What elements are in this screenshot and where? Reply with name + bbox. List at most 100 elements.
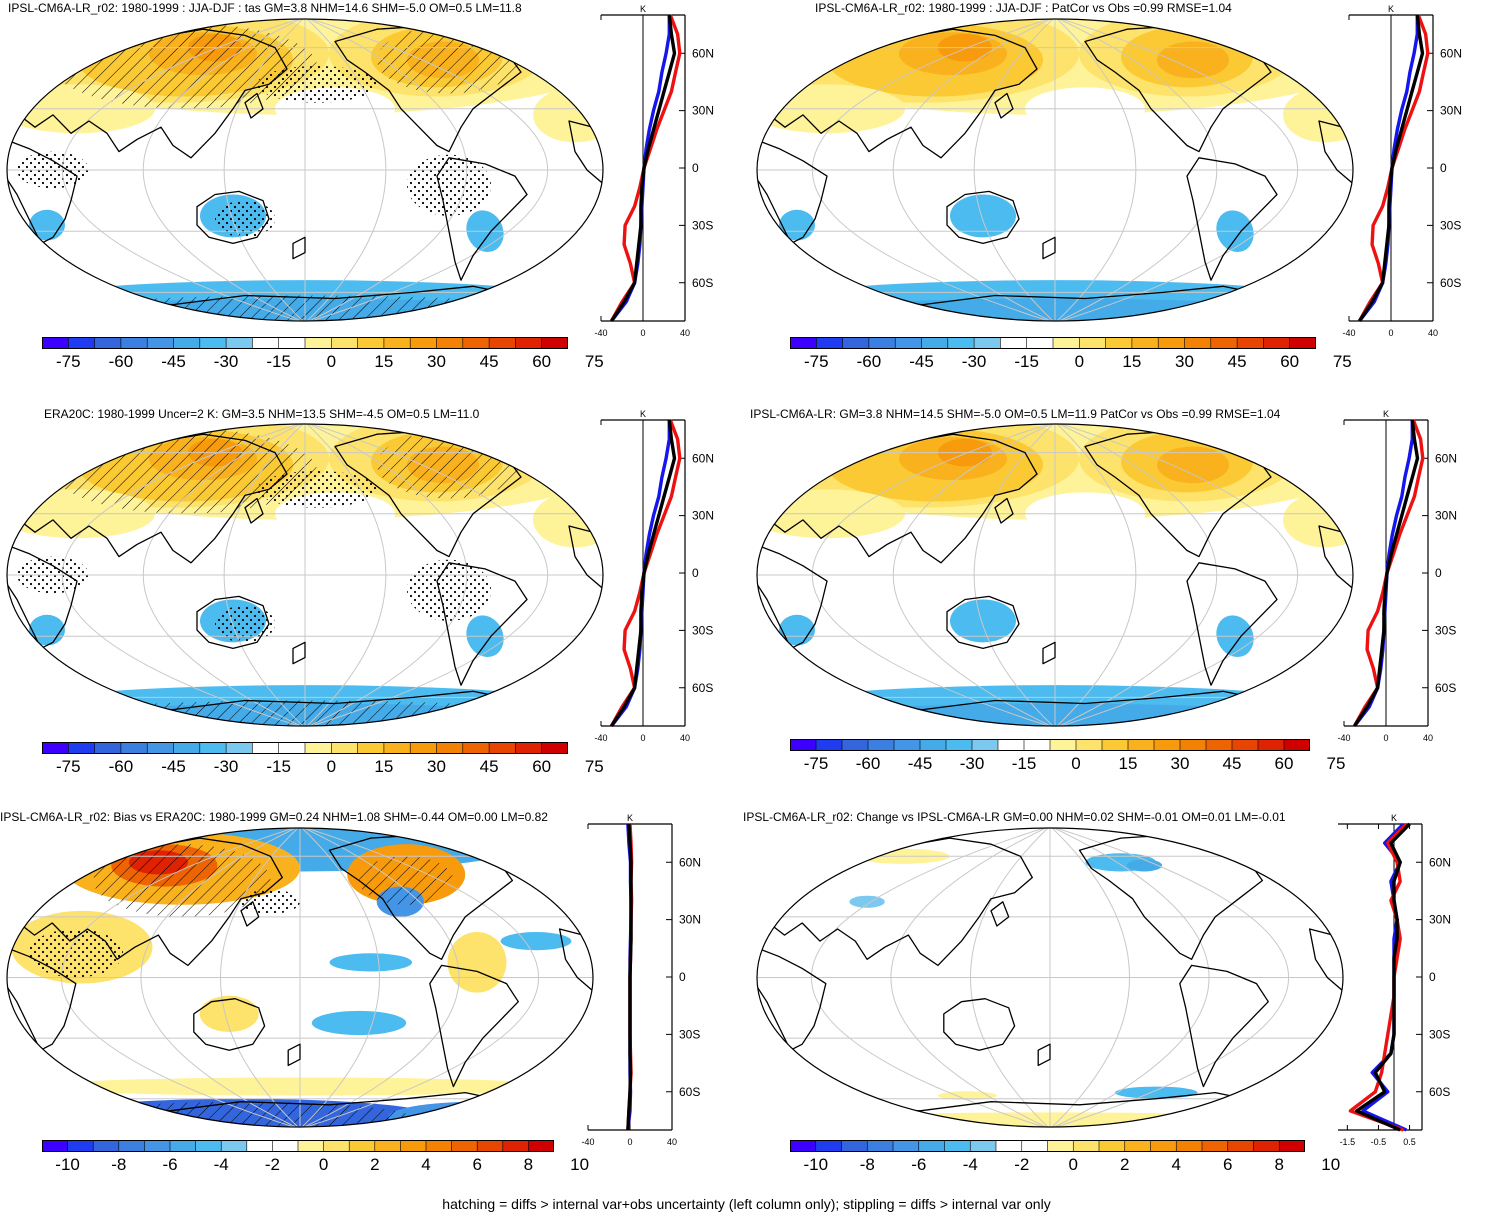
y-tick-label: 30S — [1440, 218, 1461, 232]
world-map — [6, 423, 604, 727]
hatching-region — [93, 844, 271, 917]
x-tick-label: -40 — [1342, 328, 1355, 338]
y-tick-label: 30N — [1435, 509, 1457, 523]
south-america-outline — [1186, 562, 1278, 686]
australia-outline — [196, 595, 270, 650]
stippling-region — [215, 200, 275, 238]
colorbar-swatch — [383, 337, 411, 349]
colorbar-swatch — [895, 337, 922, 349]
colorbar-tick-label: -8 — [859, 1155, 875, 1174]
colorbar-tick-label: -6 — [911, 1155, 927, 1174]
colorbar-tick-label: 0 — [1068, 1155, 1078, 1174]
colorbar-tick-label: 45 — [1222, 754, 1242, 773]
colorbar-labels: -75 -60 -45 -30 -15 0 15 30 45 60 75 — [790, 352, 1352, 374]
map-border — [6, 423, 604, 727]
y-tick-label: 30S — [692, 623, 713, 637]
x-tick-label: 0 — [640, 328, 645, 338]
colorbar-tick-label: 30 — [1175, 352, 1194, 371]
new-zealand-outline — [1042, 236, 1056, 260]
hatching-region — [377, 26, 521, 94]
south-america-outline — [436, 562, 528, 686]
world-map — [756, 827, 1344, 1128]
colorbar-tick-label: -60 — [108, 352, 134, 371]
colorbar-tick-label: -8 — [111, 1155, 127, 1174]
colorbar-swatch — [489, 337, 516, 349]
japan-outline — [240, 901, 260, 927]
unit-label: K — [1391, 813, 1397, 823]
stippling-region — [407, 154, 491, 216]
colorbar-swatch — [1227, 1140, 1254, 1152]
map-border — [6, 18, 604, 322]
meridian-gridline — [60, 828, 301, 1127]
meridian-gridline — [61, 424, 306, 726]
colorbar-tick-label: -60 — [108, 757, 134, 776]
meridian-gridline — [973, 424, 1056, 726]
meridian-gridline — [299, 828, 381, 1127]
colorbar-swatch — [147, 337, 174, 349]
x-tick-label: -40 — [594, 328, 607, 338]
colorbar-swatch — [120, 742, 148, 754]
colorbar-swatch — [1099, 1140, 1126, 1152]
colorbar-swatch — [195, 1140, 222, 1152]
colorbar-swatch — [1102, 739, 1129, 751]
cold-anomaly-region — [779, 614, 815, 646]
y-tick-label: 30N — [679, 913, 701, 927]
x-tick-label: 40 — [680, 733, 690, 743]
colorbar-swatch — [357, 337, 385, 349]
panel-title: IPSL-CM6A-LR_r02: Change vs IPSL-CM6A-LR… — [743, 810, 1286, 824]
colorbar-swatch — [120, 337, 148, 349]
colorbar-swatch — [1150, 1140, 1177, 1152]
new-zealand-outline — [292, 236, 306, 260]
colorbar-swatch — [790, 1140, 817, 1152]
colorbar-tick-label: 15 — [374, 757, 394, 776]
meridian-gridline — [892, 424, 1056, 726]
colorbar-swatch — [305, 742, 332, 754]
colorbar-tick-label: -45 — [161, 757, 186, 776]
meridian-gridline — [140, 828, 301, 1127]
colorbar-swatch — [118, 1140, 145, 1152]
colorbar-swatch — [1026, 337, 1054, 349]
colorbar-swatch — [436, 337, 464, 349]
colorbar-swatch — [1210, 337, 1238, 349]
colorbar-swatch — [462, 337, 490, 349]
y-tick-label: 30N — [692, 104, 714, 118]
colorbar-tick-label: -2 — [264, 1155, 280, 1174]
colorbar-tick-label: 30 — [1170, 754, 1190, 773]
colorbar-swatch — [918, 1140, 945, 1152]
colorbar-swatch — [68, 742, 95, 754]
colorbar-tick-label: -45 — [161, 352, 186, 371]
meridian-gridline — [223, 424, 306, 726]
y-tick-label: 30N — [692, 509, 714, 523]
zonal-mean-profile: K 60N 30N 0 30S 60S -40 0 40 — [1342, 4, 1462, 338]
colorbar-tick-label: 0 — [326, 757, 337, 776]
colorbar-tick-label: 15 — [374, 352, 394, 371]
africa-outline — [757, 138, 828, 245]
colorbar-tick-label: 8 — [1274, 1155, 1284, 1174]
hatching-region — [359, 856, 454, 905]
new-zealand-outline — [1037, 1043, 1051, 1067]
colorbar — [42, 742, 568, 754]
meridian-gridline — [219, 828, 301, 1127]
colorbar-swatch — [842, 739, 869, 751]
meridian-gridline — [1049, 828, 1210, 1127]
colorbar-tick-label: 60 — [532, 352, 552, 371]
y-tick-label: 0 — [692, 566, 699, 580]
colorbar-tick-label: 45 — [479, 757, 499, 776]
colorbar-tick-label: 30 — [427, 352, 446, 371]
colorbar-swatch — [400, 1140, 427, 1152]
colorbar-tick-label: -60 — [855, 754, 881, 773]
meridian-gridline — [892, 19, 1056, 321]
cold-anomaly-region — [849, 895, 885, 908]
colorbar-swatch — [841, 1140, 868, 1152]
africa-outline — [7, 543, 78, 650]
colorbar-swatch — [868, 337, 896, 349]
colorbar-swatch — [331, 337, 358, 349]
new-zealand-outline — [287, 1043, 301, 1067]
meridian-gridline — [1049, 828, 1131, 1127]
x-tick-label: 0.5 — [1403, 1137, 1416, 1147]
new-zealand-outline — [292, 641, 306, 665]
greenland-outline — [511, 834, 567, 864]
africa-outline — [7, 138, 78, 245]
profile-series-other — [610, 420, 672, 728]
unit-label: K — [627, 813, 633, 823]
